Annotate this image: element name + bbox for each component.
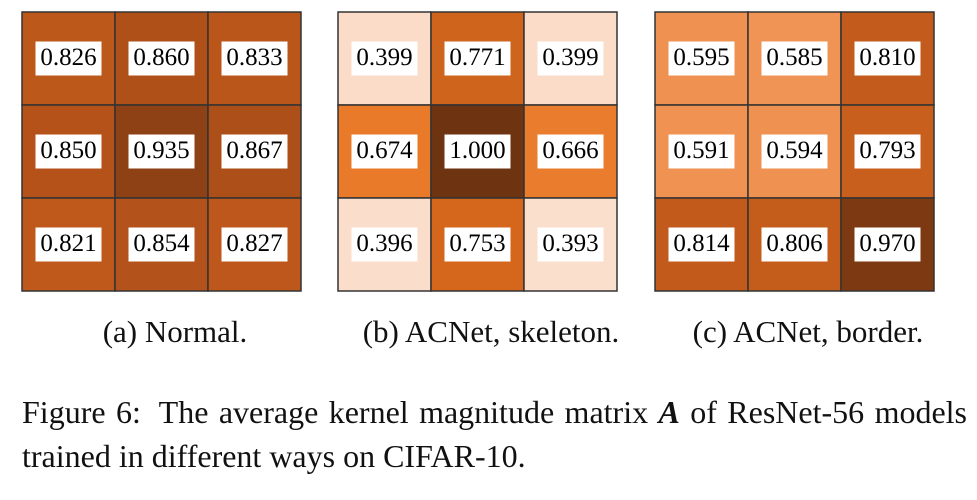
cell-value-label: 0.814: [673, 230, 730, 257]
cell-value-label: 0.935: [133, 137, 189, 164]
cell-value-label: 0.854: [133, 230, 190, 257]
cell-label-background: [761, 134, 828, 169]
cell-value-label: 0.666: [542, 137, 598, 164]
cell-label-background: [854, 41, 921, 76]
heatmap-panel-normal: 0.826 0.860 0.833 0.850 0.935 0.867 0.821 0.854…: [21, 11, 302, 349]
cell-label-background: [128, 41, 195, 76]
cell-value-label: 0.399: [542, 44, 598, 71]
cell-label-background: [668, 227, 735, 262]
cell-value-label: 0.595: [673, 44, 729, 71]
heatmap-panel-acnet-skeleton: 0.399 0.771 0.399 0.674 1.000 0.666 0.396 0.753…: [337, 11, 620, 349]
cell-value-label: 0.793: [859, 137, 915, 164]
cell-label-background: [221, 134, 288, 169]
cell-label-background: [351, 227, 418, 262]
cell-label-background: [761, 227, 828, 262]
cell-label-background: [351, 134, 418, 169]
cell-value-label: 0.399: [356, 44, 412, 71]
cell-label-background: [35, 41, 102, 76]
cell-value-label: 0.771: [449, 44, 505, 71]
cell-value-label: 0.591: [673, 137, 729, 164]
cell-value-label: 0.674: [356, 137, 413, 164]
cell-value-label: 0.594: [766, 137, 823, 164]
cell-value-label: 0.827: [226, 230, 282, 257]
cell-label-background: [128, 134, 195, 169]
cell-label-background: [444, 41, 511, 76]
cell-label-background: [761, 41, 828, 76]
cell-value-label: 0.867: [226, 137, 282, 164]
cell-label-background: [444, 134, 511, 169]
caption-text-before: The average kernel magnitude matrix: [158, 394, 649, 430]
cell-label-background: [221, 227, 288, 262]
caption-symbol: A: [658, 394, 680, 430]
cell-value-label: 0.810: [859, 44, 915, 71]
cell-label-background: [854, 134, 921, 169]
cell-value-label: 0.821: [40, 230, 96, 257]
cell-label-background: [854, 227, 921, 262]
subfigure-caption: (c) ACNet, border.: [693, 314, 924, 349]
cell-label-background: [537, 227, 604, 262]
cell-value-label: 0.585: [766, 44, 822, 71]
cell-value-label: 0.806: [766, 230, 822, 257]
subfigure-caption: (a) Normal.: [103, 314, 248, 349]
cell-value-label: 0.753: [449, 230, 505, 257]
cell-label-background: [668, 41, 735, 76]
cell-value-label: 0.396: [356, 230, 412, 257]
cell-label-background: [537, 41, 604, 76]
cell-label-background: [444, 227, 511, 262]
subfigure-caption: (b) ACNet, skeleton.: [363, 314, 620, 349]
heatmap-figure: 0.826 0.860 0.833 0.850 0.935 0.867 0.821 0.854…: [21, 11, 935, 349]
cell-value-label: 0.860: [133, 44, 189, 71]
heatmap-panel-acnet-border: 0.595 0.585 0.810 0.591 0.594 0.793 0.814 0.806…: [654, 11, 935, 349]
caption-text-after: of ResNet-56 models trained in different…: [22, 394, 967, 474]
cell-value-label: 1.000: [449, 137, 505, 164]
cell-label-background: [35, 227, 102, 262]
cell-label-background: [351, 41, 418, 76]
cell-label-background: [668, 134, 735, 169]
cell-value-label: 0.850: [40, 137, 96, 164]
cell-value-label: 0.833: [226, 44, 282, 71]
figure-caption: Figure 6: The average kernel magnitude m…: [22, 390, 967, 478]
cell-label-background: [221, 41, 288, 76]
cell-label-background: [537, 134, 604, 169]
cell-label-background: [35, 134, 102, 169]
cell-value-label: 0.826: [40, 44, 96, 71]
cell-value-label: 0.393: [542, 230, 598, 257]
cell-value-label: 0.970: [859, 230, 915, 257]
caption-label: Figure 6:: [22, 394, 141, 430]
cell-label-background: [128, 227, 195, 262]
